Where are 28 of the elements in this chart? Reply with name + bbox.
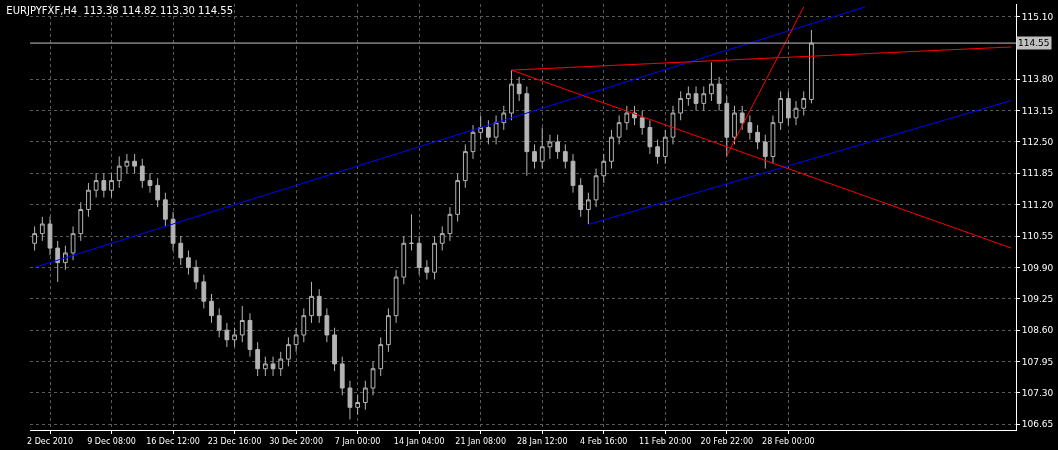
y-tick-label: 109.25 [1021,293,1054,304]
x-tick-label: 16 Dec 12:00 [146,436,200,446]
y-tick-label: 109.90 [1021,262,1054,273]
y-tick-label: 107.30 [1021,388,1054,398]
x-tick-label: 9 Dec 08:00 [87,436,136,446]
y-tick-label: 113.80 [1021,74,1054,85]
y-tick-label: 115.10 [1021,11,1054,22]
x-tick-label: 30 Dec 20:00 [269,436,324,446]
x-tick-label: 21 Jan 08:00 [455,436,507,446]
x-tick-label: 28 Feb 00:00 [762,436,815,446]
x-tick-label: 7 Jan 00:00 [334,436,381,446]
y-tick-label: 107.95 [1021,356,1054,367]
x-tick-label: 4 Feb 16:00 [580,436,628,446]
x-tick-label: 23 Dec 16:00 [207,436,262,446]
x-tick-label: 14 Jan 04:00 [393,436,445,446]
y-tick-label: 106.65 [1021,419,1054,430]
y-tick-label: 111.20 [1021,199,1054,210]
y-tick-label: 113.15 [1021,105,1054,116]
y-tick-label: 111.85 [1021,168,1054,179]
x-tick-label: 28 Jan 12:00 [516,436,568,446]
y-tick-label: 110.55 [1021,231,1054,242]
x-tick-label: 2 Dec 2010 [26,436,74,446]
y-tick-label: 108.60 [1021,325,1054,336]
ref-line-label: 114.55 [1018,38,1050,48]
chart-title: EURJPYFXF,H4 113.38 114.82 113.30 114.55 [6,4,234,16]
x-tick-label: 11 Feb 20:00 [639,436,692,446]
y-tick-label: 112.50 [1021,137,1054,148]
x-tick-label: 20 Feb 22:00 [700,436,754,446]
